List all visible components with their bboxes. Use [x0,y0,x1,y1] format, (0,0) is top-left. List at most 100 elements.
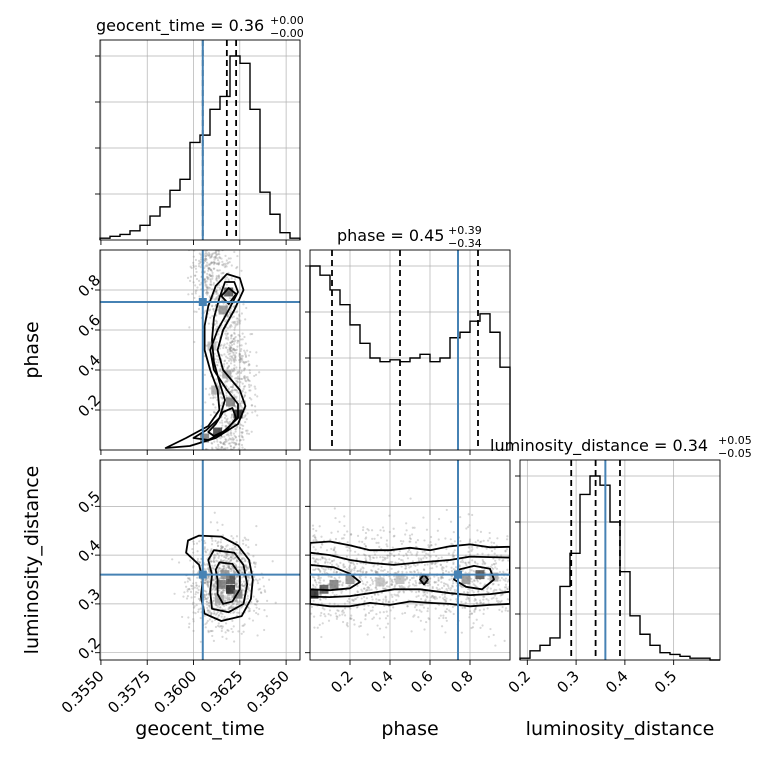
sample-point [245,565,248,568]
sample-point [341,584,344,587]
sample-point [217,447,221,450]
sample-point [209,560,213,563]
sample-point [393,578,396,581]
sample-point [394,561,397,564]
sample-point [409,570,412,574]
sample-point [373,593,377,596]
sample-point [423,568,426,572]
sample-point [400,586,403,589]
sample-point [252,555,255,558]
sample-point [217,277,221,280]
sample-point [238,439,241,442]
sample-point [233,369,236,372]
sample-point [471,589,474,592]
sample-point [240,584,243,587]
sample-point [217,269,220,272]
sample-point [195,604,198,607]
sample-point [450,566,453,569]
sample-point [245,566,248,569]
sample-point [467,546,470,549]
sample-point [226,629,229,632]
sample-point [464,571,467,574]
sample-point [474,608,477,611]
sample-point [470,549,473,552]
sample-point [232,438,235,441]
sample-point [230,416,233,419]
sample-point [192,551,195,554]
sample-point [436,529,439,532]
sample-point [215,587,218,590]
sample-point [177,561,181,564]
sample-point [215,322,218,325]
sample-point [381,556,384,559]
sample-point [313,568,316,572]
sample-point [319,598,322,601]
sample-point [193,296,196,300]
sample-point [342,566,345,569]
sample-point [235,540,238,544]
sample-point [384,617,388,620]
sample-point [333,602,336,605]
sample-point [494,644,497,647]
sample-point [242,303,245,306]
sample-point [337,609,340,612]
sample-point [447,585,450,588]
sample-point [236,611,239,614]
sample-point [240,558,244,561]
sample-point [476,552,479,556]
sample-point [208,287,212,290]
sample-point [216,529,219,532]
sample-point [313,534,316,537]
sample-point [256,600,259,603]
sample-point [356,562,359,565]
sample-point [391,600,395,603]
sample-point [405,552,408,555]
sample-point [232,602,235,605]
sample-point [487,577,490,580]
sample-point [212,567,216,570]
sample-point [255,600,259,603]
sample-point [352,619,356,622]
sample-point [468,613,472,616]
sample-point [234,583,238,587]
sample-point [413,614,416,617]
sample-point [425,528,429,531]
density-block [216,579,226,589]
sample-point [411,560,415,563]
sample-point [423,539,426,542]
sample-point [204,281,207,284]
density-block [419,575,429,585]
sample-point [370,578,374,582]
sample-point [470,626,473,630]
sample-point [215,604,218,607]
sample-point [466,591,469,594]
sample-point [237,372,240,375]
sample-point [234,571,238,574]
sample-point [220,592,223,596]
contour-line [419,573,429,586]
sample-point [216,286,219,289]
sample-point [482,602,485,605]
sample-point [226,421,230,425]
sample-point [464,554,467,557]
sample-point [218,577,221,580]
sample-point [502,570,505,573]
sample-point [429,541,432,544]
sample-point [226,598,229,601]
sample-point [367,611,371,615]
truth-marker [198,570,207,579]
sample-point [219,441,222,444]
sample-point [231,351,234,354]
x-tick-label: 0.3550 [58,667,108,717]
sample-point [243,385,246,388]
sample-point [193,274,197,277]
sample-point [247,354,251,357]
sample-point [224,440,227,443]
sample-point [225,303,228,306]
sample-point [445,570,448,573]
sample-point [498,608,501,611]
sample-point [197,259,201,262]
sample-point [489,587,492,590]
sample-point [219,441,222,444]
sample-point [209,280,212,284]
